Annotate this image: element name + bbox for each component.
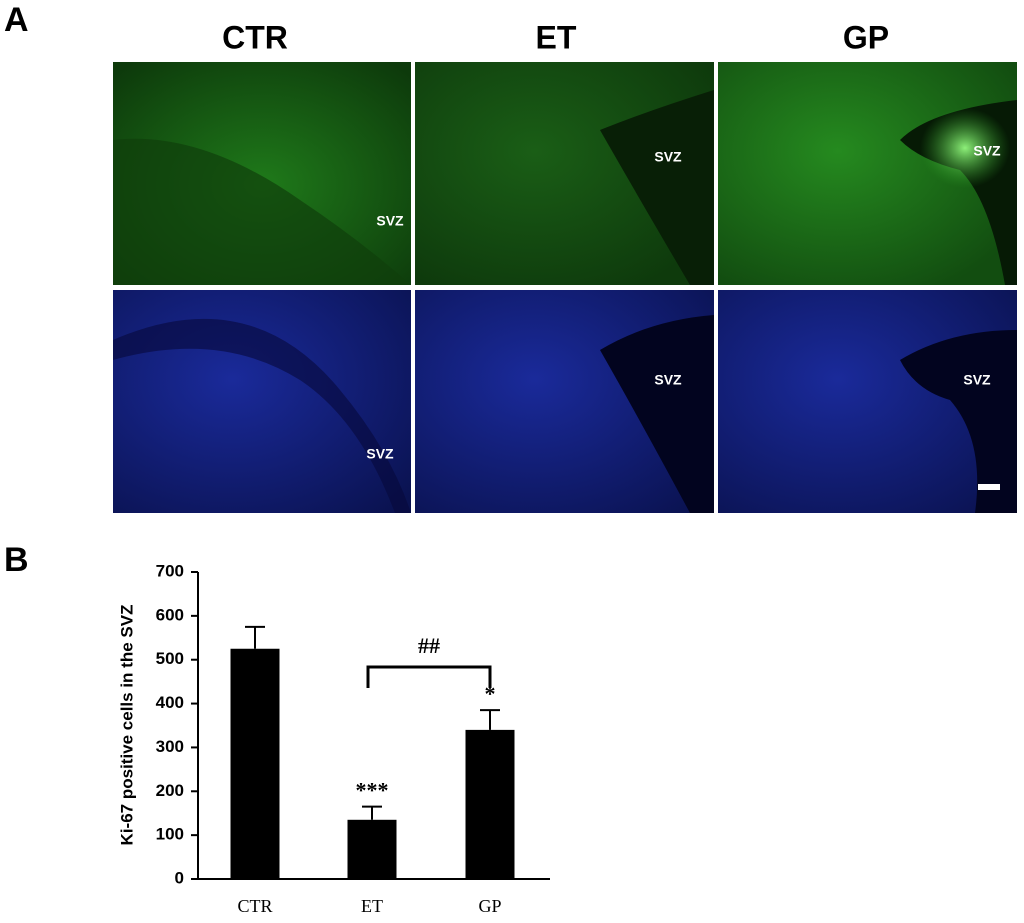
- bar: [347, 819, 397, 879]
- y-axis-label: Ki-67 positive cells in the SVZ: [117, 605, 136, 846]
- error-bar: [245, 625, 265, 649]
- micrograph-glow: [920, 108, 1010, 188]
- panel-label: A: [4, 1, 29, 39]
- x-tick-label: GP: [478, 896, 501, 916]
- bar: [230, 648, 280, 879]
- bar: [465, 729, 515, 879]
- panel-label: B: [4, 541, 29, 579]
- y-tick-label: 500: [156, 649, 184, 668]
- y-tick-label: 300: [156, 737, 184, 756]
- scale-bar: [978, 484, 1000, 490]
- micrograph-region: [113, 138, 411, 285]
- micrograph-region: [600, 90, 714, 285]
- error-bar: [362, 805, 382, 820]
- column-title: GP: [843, 19, 889, 55]
- comparison-bracket: [366, 665, 492, 688]
- region-label: SVZ: [366, 446, 394, 462]
- micrograph: [113, 290, 411, 513]
- significance-label: ***: [356, 778, 389, 803]
- y-tick-label: 400: [156, 693, 184, 712]
- y-tick-label: 200: [156, 781, 184, 800]
- region-label: SVZ: [654, 372, 682, 388]
- region-label: SVZ: [376, 213, 404, 229]
- region-label: SVZ: [973, 143, 1001, 159]
- y-tick-label: 100: [156, 825, 184, 844]
- micrograph-grid: [113, 62, 1017, 513]
- bracket: [366, 665, 492, 688]
- micrograph-region: [600, 315, 714, 513]
- y-tick-label: 600: [156, 605, 184, 624]
- x-tick-label: CTR: [237, 896, 272, 916]
- significance-label: *: [485, 681, 496, 706]
- column-title: ET: [536, 19, 577, 55]
- comparison-label: ##: [418, 633, 440, 658]
- y-tick-label: 700: [156, 561, 184, 580]
- region-label: SVZ: [963, 372, 991, 388]
- y-tick-label: 0: [175, 868, 184, 887]
- column-title: CTR: [222, 19, 288, 55]
- error-bar: [480, 709, 500, 730]
- x-tick-label: ET: [361, 896, 383, 916]
- micrograph-region: [113, 318, 411, 513]
- micrograph-region: [900, 330, 1017, 513]
- region-label: SVZ: [654, 149, 682, 165]
